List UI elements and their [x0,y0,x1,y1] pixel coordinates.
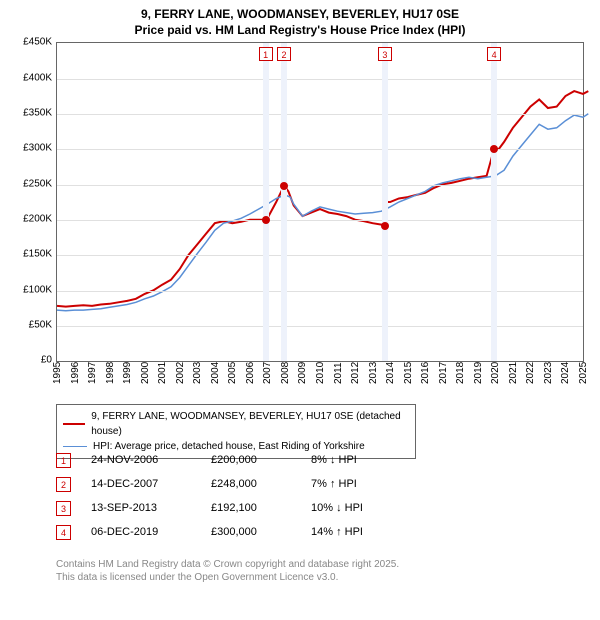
event-number: 2 [56,477,71,492]
event-band [382,43,388,361]
x-tick-label: 2001 [157,362,168,384]
event-band [491,43,497,361]
x-tick-label: 1997 [87,362,98,384]
plot-area: 12 3 4 [56,42,584,362]
y-tick-label: £350K [10,108,52,119]
footer-line-1: Contains HM Land Registry data © Crown c… [56,558,556,571]
y-tick-label: £300K [10,143,52,154]
x-tick-label: 2024 [560,362,571,384]
event-price: £200,000 [211,454,291,466]
title-line-1: 9, FERRY LANE, WOODMANSEY, BEVERLEY, HU1… [10,6,590,22]
event-marker: 3 [378,47,392,61]
legend-label: 9, FERRY LANE, WOODMANSEY, BEVERLEY, HU1… [91,409,409,439]
y-tick-label: £0 [10,355,52,366]
legend-swatch [63,446,87,447]
x-tick-label: 2000 [140,362,151,384]
x-tick-label: 2009 [297,362,308,384]
series-line [57,91,588,307]
x-tick-label: 2010 [315,362,326,384]
x-tick-label: 2004 [210,362,221,384]
event-date: 13-SEP-2013 [91,502,191,514]
x-axis-labels: 1995199619971998199920002001200220032004… [56,364,584,404]
x-tick-label: 2007 [262,362,273,384]
legend-swatch [63,423,85,425]
series-dot [490,145,498,153]
x-tick-label: 2025 [578,362,589,384]
chart-svg [57,43,583,361]
event-band [281,43,287,361]
event-number: 1 [56,453,71,468]
x-tick-label: 2018 [455,362,466,384]
x-tick-label: 1996 [70,362,81,384]
x-tick-label: 2016 [420,362,431,384]
x-tick-label: 2012 [350,362,361,384]
series-line [57,114,588,311]
event-delta: 10% ↓ HPI [311,502,431,514]
y-tick-label: £50K [10,320,52,331]
x-tick-label: 1998 [105,362,116,384]
event-row: 3 13-SEP-2013 £192,100 10% ↓ HPI [56,496,556,520]
x-tick-label: 2013 [368,362,379,384]
x-tick-label: 2014 [385,362,396,384]
title-line-2: Price paid vs. HM Land Registry's House … [10,22,590,38]
x-tick-label: 2006 [245,362,256,384]
x-tick-label: 2023 [543,362,554,384]
x-tick-label: 2002 [175,362,186,384]
event-date: 14-DEC-2007 [91,478,191,490]
event-row: 4 06-DEC-2019 £300,000 14% ↑ HPI [56,520,556,544]
y-tick-label: £400K [10,72,52,83]
event-price: £248,000 [211,478,291,490]
event-price: £192,100 [211,502,291,514]
y-tick-label: £100K [10,284,52,295]
x-tick-label: 2019 [473,362,484,384]
x-tick-label: 1995 [52,362,63,384]
series-dot [280,182,288,190]
x-tick-label: 2011 [333,363,344,385]
event-table: 1 24-NOV-2006 £200,000 8% ↓ HPI 2 14-DEC-2007… [56,448,556,544]
y-tick-label: £150K [10,249,52,260]
event-row: 2 14-DEC-2007 £248,000 7% ↑ HPI [56,472,556,496]
event-band [263,43,269,361]
x-tick-label: 2008 [280,362,291,384]
event-price: £300,000 [211,526,291,538]
line-chart: £0 £50K £100K £150K £200K £250K £300K £350K £400… [10,42,590,402]
footer: Contains HM Land Registry data © Crown c… [56,558,556,584]
legend-item: 9, FERRY LANE, WOODMANSEY, BEVERLEY, HU1… [63,409,409,439]
x-tick-label: 2003 [192,362,203,384]
event-date: 06-DEC-2019 [91,526,191,538]
y-tick-label: £450K [10,37,52,48]
event-marker: 1 [259,47,273,61]
event-row: 1 24-NOV-2006 £200,000 8% ↓ HPI [56,448,556,472]
x-tick-label: 2022 [525,362,536,384]
event-number: 3 [56,501,71,516]
x-tick-label: 2021 [508,362,519,384]
event-delta: 7% ↑ HPI [311,478,431,490]
event-marker: 2 [277,47,291,61]
series-dot [381,222,389,230]
x-tick-label: 1999 [122,362,133,384]
event-delta: 14% ↑ HPI [311,526,431,538]
event-date: 24-NOV-2006 [91,454,191,466]
event-number: 4 [56,525,71,540]
event-delta: 8% ↓ HPI [311,454,431,466]
footer-line-2: This data is licensed under the Open Gov… [56,571,556,584]
y-tick-label: £200K [10,214,52,225]
y-tick-label: £250K [10,178,52,189]
series-dot [262,216,270,224]
x-tick-label: 2020 [490,362,501,384]
y-axis-labels: £0£50K£100K£150K£200K£250K£300K£350K£400… [10,42,52,362]
x-tick-label: 2017 [438,362,449,384]
x-tick-label: 2015 [403,362,414,384]
chart-title-block: 9, FERRY LANE, WOODMANSEY, BEVERLEY, HU1… [10,6,590,38]
x-tick-label: 2005 [227,362,238,384]
event-marker: 4 [487,47,501,61]
